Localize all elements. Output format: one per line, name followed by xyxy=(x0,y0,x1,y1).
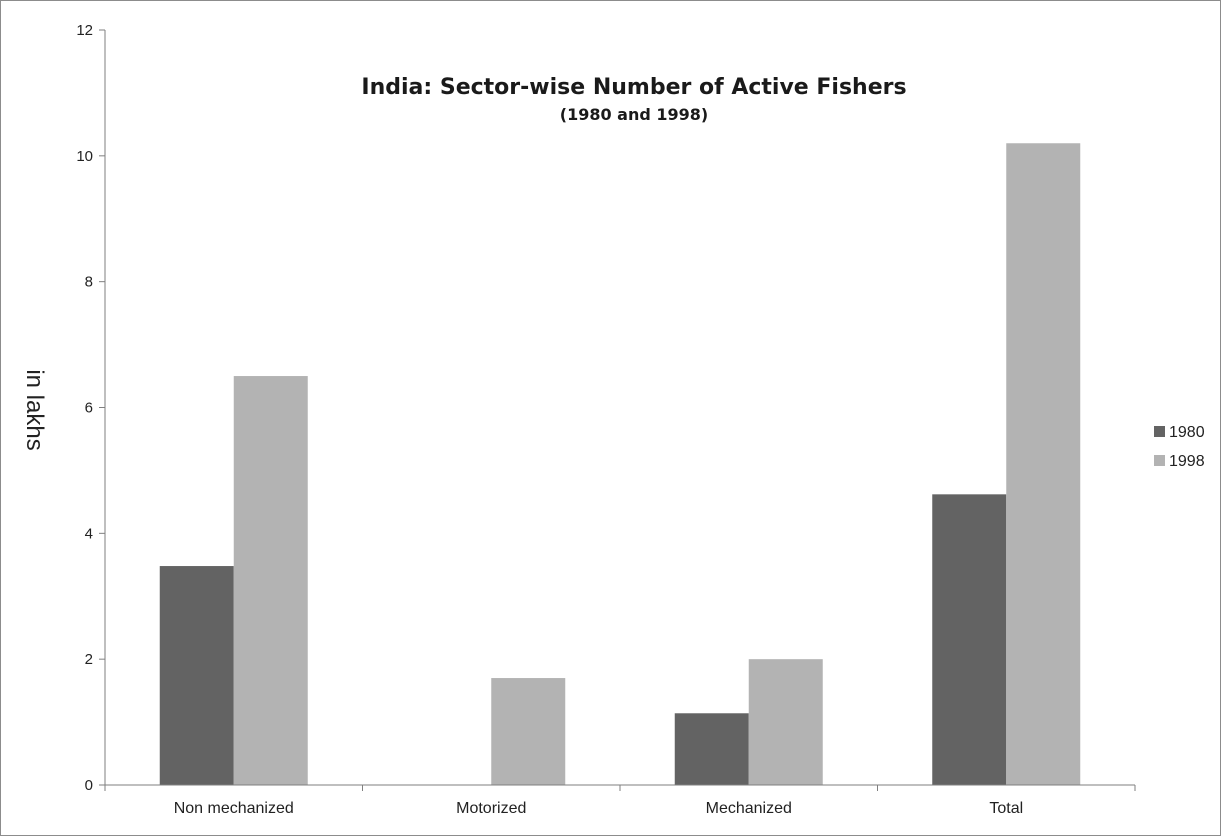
chart-title: India: Sector-wise Number of Active Fish… xyxy=(361,75,906,100)
x-tick-label: Mechanized xyxy=(706,800,792,817)
bar-1998-1 xyxy=(491,678,566,785)
axes-group: 0 2 4 6 8 10 12 Non mechanized Motorized Mechaniz… xyxy=(76,22,1136,817)
legend-label-1998: 1998 xyxy=(1169,453,1205,470)
y-tick-label: 6 xyxy=(85,400,93,417)
y-tick-label: 8 xyxy=(85,274,93,291)
y-tick-label: 2 xyxy=(85,651,93,668)
bar-1998-2 xyxy=(748,659,823,785)
y-tick-label: 12 xyxy=(76,22,93,39)
legend-swatch-1998 xyxy=(1154,455,1165,466)
bar-1980-0 xyxy=(159,566,234,785)
y-axis-label: in lakhs xyxy=(21,369,48,450)
y-tick-label: 0 xyxy=(85,777,93,794)
legend-swatch-1980 xyxy=(1154,426,1165,437)
legend: 1980 1998 xyxy=(1154,424,1205,470)
x-tick-label: Motorized xyxy=(456,800,526,817)
bar-1998-3 xyxy=(1006,143,1081,785)
bar-1980-2 xyxy=(674,713,749,785)
y-tick-label: 10 xyxy=(76,148,93,165)
chart-subtitle: (1980 and 1998) xyxy=(560,105,708,124)
bar-1998-0 xyxy=(233,376,308,785)
x-tick-label: Total xyxy=(989,800,1023,817)
legend-label-1980: 1980 xyxy=(1169,424,1205,441)
y-tick-label: 4 xyxy=(85,525,93,542)
x-tick-label: Non mechanized xyxy=(174,800,294,817)
bar-1980-3 xyxy=(932,494,1007,785)
bars-group xyxy=(159,143,1081,785)
